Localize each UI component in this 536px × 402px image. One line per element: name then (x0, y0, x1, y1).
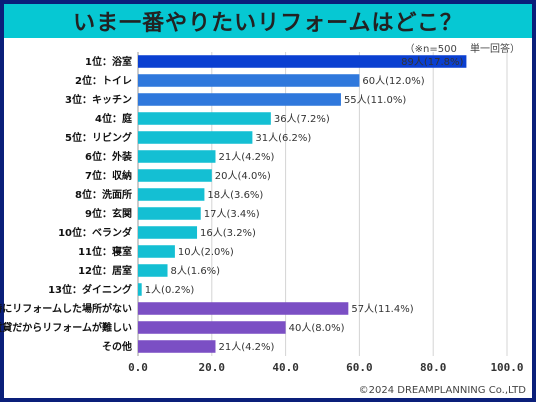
value-label: 36人(7.2%) (274, 113, 330, 125)
category-label: 12位：居室 (78, 264, 132, 277)
category-label: 10位：ベランダ (58, 226, 132, 239)
value-label: 55人(11.0%) (344, 94, 406, 106)
value-label: 60人(12.0%) (362, 75, 424, 87)
value-label: 17人(3.4%) (204, 208, 260, 220)
x-tick-label: 80.0 (420, 361, 447, 374)
x-tick-label: 60.0 (346, 361, 373, 374)
value-label: 21人(4.2%) (218, 341, 274, 353)
bar (138, 264, 168, 277)
tick-layer: 0.0 20.0 40.0 60.0 80.0 100.0 (128, 361, 524, 374)
category-label: 1位：浴室 (85, 55, 132, 68)
bar (138, 188, 205, 201)
category-label: 8位：洗面所 (75, 188, 132, 201)
bar (138, 340, 216, 353)
value-label: 8人(1.6%) (171, 265, 221, 277)
value-label: 31人(6.2%) (255, 132, 311, 144)
category-label: 2位：トイレ (75, 74, 132, 87)
category-label: 特にリフォームした場所がない (0, 302, 132, 315)
bar (138, 207, 201, 220)
value-label: 16人(3.2%) (200, 227, 256, 239)
category-label: その他 (102, 340, 132, 353)
x-tick-label: 0.0 (128, 361, 148, 374)
category-label: 6位：外装 (85, 150, 132, 163)
bar (138, 245, 175, 258)
value-label: 18人(3.6%) (207, 189, 263, 201)
value-label: 57人(11.4%) (351, 303, 413, 315)
bar (138, 93, 341, 106)
bar (138, 169, 212, 182)
value-label: 20人(4.0%) (215, 170, 271, 182)
copyright-credit: ©2024 DREAMPLANNING Co.,LTD (358, 385, 526, 396)
bar (138, 302, 349, 315)
x-tick-label: 100.0 (490, 361, 523, 374)
x-tick-label: 20.0 (199, 361, 226, 374)
bar (138, 131, 253, 144)
bar (138, 74, 360, 87)
category-label: 賃貸だからリフォームが難しい (0, 321, 132, 334)
x-tick-label: 40.0 (272, 361, 299, 374)
category-label: 5位：リビング (65, 131, 132, 144)
category-label: 7位：収納 (85, 169, 132, 182)
bar-layer (138, 55, 467, 353)
category-label: 9位：玄関 (85, 207, 132, 220)
category-label: 4位：庭 (95, 112, 133, 125)
category-label: 3位：キッチン (65, 93, 132, 106)
label-layer: 1位：浴室 89人(17.8%) 2位：トイレ 60人(12.0%) 3位：キッチン 55… (0, 55, 464, 353)
bar (138, 321, 286, 334)
title-bar: いま一番やりたいリフォームはどこ？ (4, 4, 532, 38)
sample-note: （※n=500 単一回答） (404, 44, 520, 55)
value-label: 89人(17.8%) (401, 56, 463, 68)
value-label: 40人(8.0%) (289, 322, 345, 334)
chart-title: いま一番やりたいリフォームはどこ？ (73, 11, 463, 36)
value-label: 1人(0.2%) (145, 284, 195, 296)
bar (138, 150, 216, 163)
category-label: 13位：ダイニング (48, 283, 132, 296)
value-label: 10人(2.0%) (178, 246, 234, 258)
value-label: 21人(4.2%) (218, 151, 274, 163)
bar (138, 283, 142, 296)
bar (138, 112, 271, 125)
bar (138, 55, 467, 68)
bar (138, 226, 198, 239)
category-label: 11位：寝室 (78, 245, 132, 258)
